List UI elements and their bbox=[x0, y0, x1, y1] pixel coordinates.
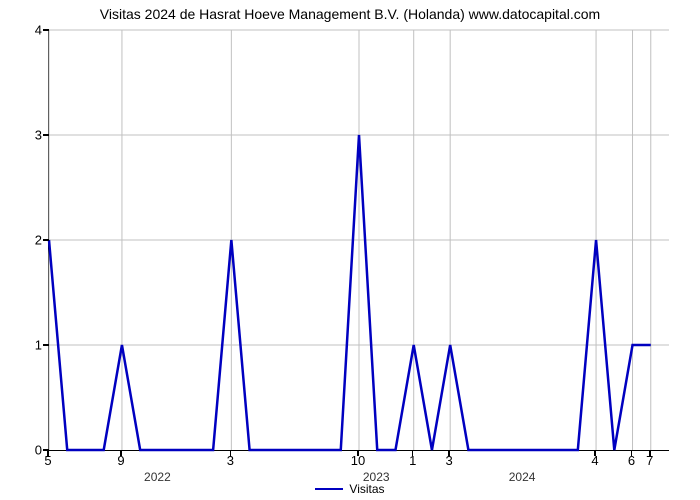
x-tick-mark bbox=[649, 450, 651, 456]
x-tick-mark bbox=[357, 450, 359, 456]
x-tick-mark bbox=[448, 450, 450, 456]
y-tick-mark bbox=[43, 29, 49, 31]
x-tick-mark bbox=[412, 450, 414, 456]
x-tick-mark bbox=[594, 450, 596, 456]
y-tick-label: 3 bbox=[35, 128, 42, 143]
x-year-label: 2023 bbox=[363, 470, 390, 484]
x-tick-mark bbox=[230, 450, 232, 456]
chart-title: Visitas 2024 de Hasrat Hoeve Management … bbox=[0, 6, 700, 22]
legend: Visitas bbox=[0, 482, 700, 496]
y-tick-mark bbox=[43, 239, 49, 241]
plot-area bbox=[48, 30, 669, 451]
legend-swatch bbox=[315, 488, 343, 490]
chart-svg bbox=[49, 30, 669, 450]
x-year-label: 2022 bbox=[144, 470, 171, 484]
x-tick-mark bbox=[120, 450, 122, 456]
legend-label: Visitas bbox=[349, 482, 384, 496]
x-tick-mark bbox=[47, 450, 49, 456]
y-tick-label: 0 bbox=[35, 443, 42, 458]
x-year-label: 2024 bbox=[509, 470, 536, 484]
y-tick-label: 4 bbox=[35, 23, 42, 38]
x-tick-mark bbox=[631, 450, 633, 456]
y-tick-label: 2 bbox=[35, 233, 42, 248]
y-tick-mark bbox=[43, 134, 49, 136]
y-tick-mark bbox=[43, 344, 49, 346]
y-tick-label: 1 bbox=[35, 338, 42, 353]
